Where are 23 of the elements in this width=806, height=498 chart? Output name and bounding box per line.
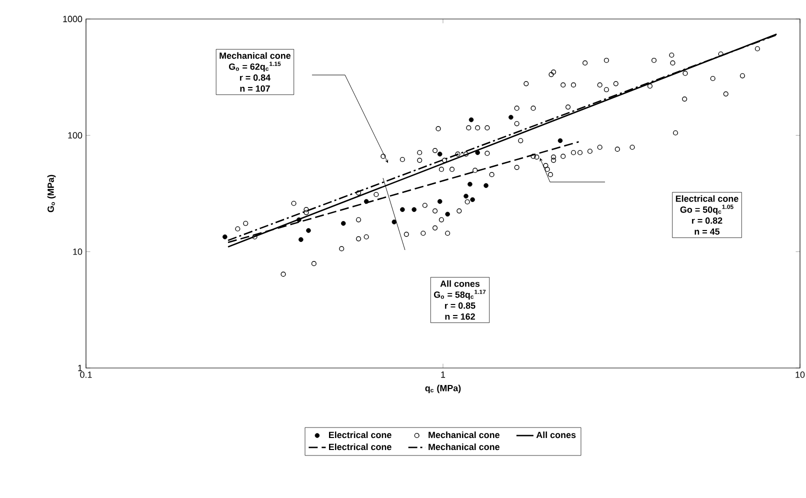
annotation: r = 0.84 xyxy=(240,74,271,81)
y-tick-label: 100 xyxy=(68,132,82,139)
legend-label: Mechanical cone xyxy=(428,432,500,438)
y-tick-label: 10 xyxy=(73,248,82,255)
annotation: Electrical cone xyxy=(676,195,738,202)
y-tick-label: 1 xyxy=(78,364,82,372)
x-axis-title: q$_{c}$ (MPa) xyxy=(425,384,461,394)
annotation: n = 107 xyxy=(240,85,270,92)
y-tick-label: 1000 xyxy=(63,16,82,22)
legend-label: Mechanical cone xyxy=(428,443,500,450)
annotation: Mechanical cone xyxy=(220,52,291,59)
x-tick-label: 0.1 xyxy=(80,372,92,378)
annotation: n = 45 xyxy=(694,228,720,235)
annotation: r = 0.85 xyxy=(445,302,476,309)
legend-label: All cones xyxy=(536,432,576,438)
y-axis-title: G$_{o}$ (MPa) xyxy=(47,174,56,212)
legend-label: Electrical cone xyxy=(329,432,392,438)
x-tick-label: 1 xyxy=(441,372,446,378)
annotation: r = 0.82 xyxy=(692,217,722,224)
annotation: n = 162 xyxy=(445,313,475,320)
x-tick-label: 10 xyxy=(796,372,805,378)
legend-label: Electrical cone xyxy=(329,443,392,450)
annotation: All cones xyxy=(440,280,480,287)
